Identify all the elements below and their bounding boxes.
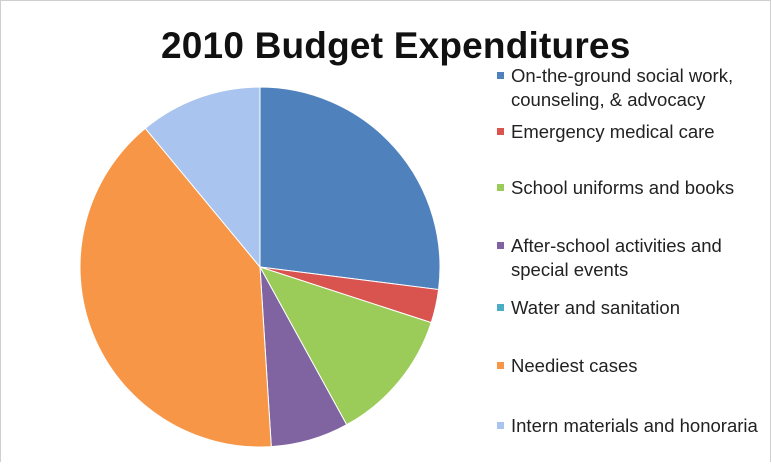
legend-label: Emergency medical care <box>511 121 715 142</box>
legend-swatch <box>497 362 504 369</box>
legend-item: On-the-ground social work, counseling, &… <box>497 64 767 112</box>
legend-swatch <box>497 72 504 79</box>
legend-item: School uniforms and books <box>497 176 767 200</box>
legend-swatch <box>497 184 504 191</box>
legend-label: On-the-ground social work, counseling, &… <box>511 65 734 110</box>
legend-label: Water and sanitation <box>511 297 680 318</box>
legend-label: Neediest cases <box>511 355 638 376</box>
pie-slice <box>144 86 261 269</box>
pie-slice <box>79 127 272 448</box>
legend-swatch <box>497 128 504 135</box>
pie-slice <box>259 86 441 291</box>
legend-swatch <box>497 304 504 311</box>
chart-title: 2010 Budget Expenditures <box>161 25 631 66</box>
legend-label: After-school activities and special even… <box>511 235 722 280</box>
legend-swatch <box>497 422 504 429</box>
legend-item: Neediest cases <box>497 354 767 378</box>
pie-slice <box>258 266 432 426</box>
legend-label: Intern materials and honoraria <box>511 415 758 436</box>
legend-swatch <box>497 242 504 249</box>
legend-item: Emergency medical care <box>497 120 767 144</box>
legend-item: Water and sanitation <box>497 296 767 320</box>
legend-item: After-school activities and special even… <box>497 234 767 282</box>
legend-label: School uniforms and books <box>511 177 735 198</box>
legend-item: Intern materials and honoraria <box>497 414 767 438</box>
